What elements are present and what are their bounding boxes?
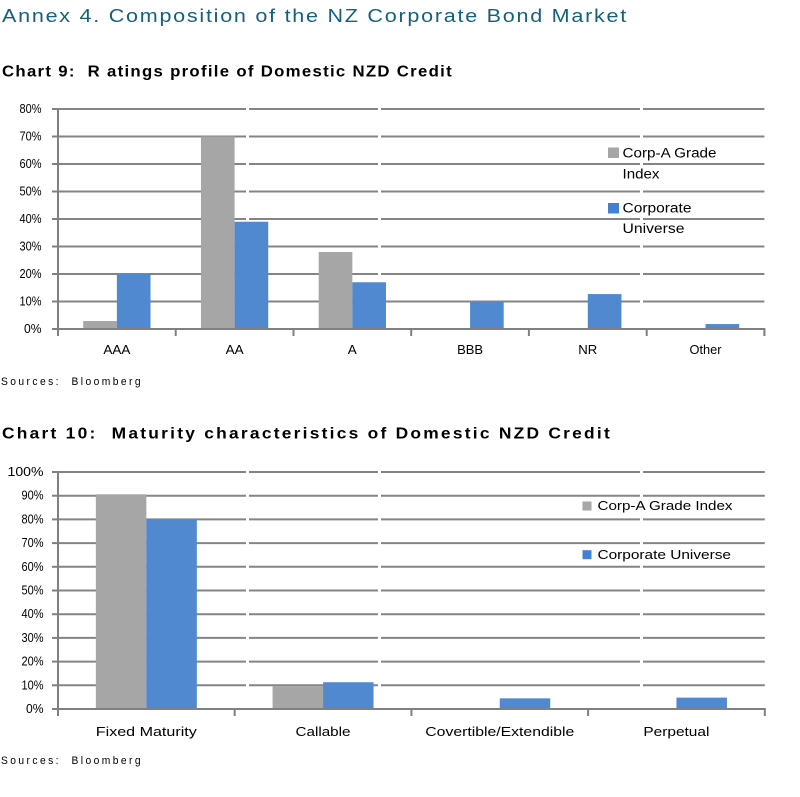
svg-text:0%: 0% xyxy=(24,321,42,336)
svg-text:10%: 10% xyxy=(22,677,44,692)
svg-text:70%: 70% xyxy=(22,535,44,550)
svg-text:Chart 9: R atings profile of: Chart 9: R atings profile of Domestic NZ… xyxy=(2,64,453,81)
svg-text:60%: 60% xyxy=(20,156,42,171)
svg-text:30%: 30% xyxy=(22,630,44,645)
svg-text:BBB: BBB xyxy=(457,343,483,357)
svg-text:0%: 0% xyxy=(26,701,44,716)
svg-text:100%: 100% xyxy=(8,464,44,479)
svg-text:50%: 50% xyxy=(22,583,44,598)
svg-text:Covertible/Extendible: Covertible/Extendible xyxy=(425,724,574,739)
svg-text:40%: 40% xyxy=(22,606,44,621)
svg-text:Sources: Bloomberg: Sources: Bloomberg xyxy=(1,376,143,388)
svg-text:Index: Index xyxy=(623,167,660,182)
svg-text:Chart 10: Maturity characteri: Chart 10: Maturity characteristics of Do… xyxy=(2,426,612,443)
svg-text:Universe: Universe xyxy=(623,221,685,236)
svg-text:A: A xyxy=(348,343,358,357)
svg-text:Other: Other xyxy=(690,343,722,357)
svg-text:80%: 80% xyxy=(22,511,44,526)
svg-text:NR: NR xyxy=(578,343,597,357)
svg-text:40%: 40% xyxy=(20,211,42,226)
svg-text:Corporate: Corporate xyxy=(623,201,692,216)
svg-text:80%: 80% xyxy=(20,101,42,116)
svg-text:Corp-A Grade: Corp-A Grade xyxy=(623,145,717,160)
svg-text:Fixed Maturity: Fixed Maturity xyxy=(96,724,198,739)
svg-text:AAA: AAA xyxy=(103,343,131,357)
svg-text:20%: 20% xyxy=(22,654,44,669)
svg-text:70%: 70% xyxy=(20,129,42,144)
svg-text:50%: 50% xyxy=(20,184,42,199)
svg-text:Callable: Callable xyxy=(296,724,351,739)
svg-text:AA: AA xyxy=(226,343,245,357)
svg-text:Annex 4. Composition of the NZ: Annex 4. Composition of the NZ Corporate… xyxy=(2,5,628,26)
svg-text:Corp-A Grade Index: Corp-A Grade Index xyxy=(598,498,734,513)
svg-text:10%: 10% xyxy=(20,294,42,309)
svg-text:Corporate Universe: Corporate Universe xyxy=(598,547,732,562)
svg-text:20%: 20% xyxy=(20,266,42,281)
svg-text:90%: 90% xyxy=(22,488,44,503)
svg-text:Sources: Bloomberg: Sources: Bloomberg xyxy=(1,755,143,767)
svg-text:30%: 30% xyxy=(20,239,42,254)
svg-text:Perpetual: Perpetual xyxy=(643,724,709,739)
svg-text:60%: 60% xyxy=(22,559,44,574)
